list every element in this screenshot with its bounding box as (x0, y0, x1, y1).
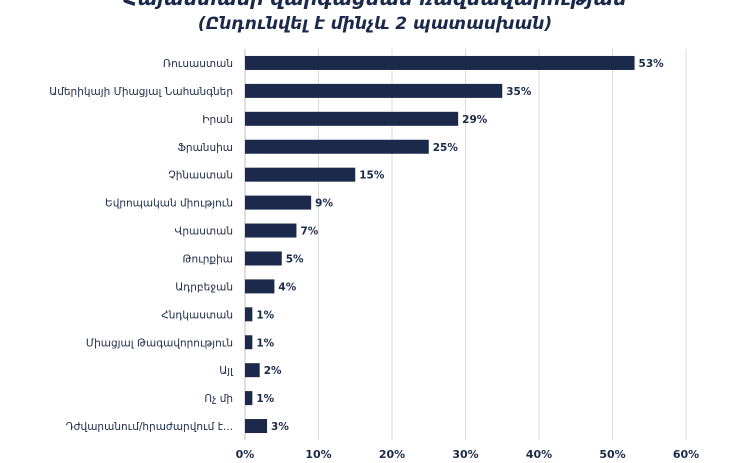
data-label: 35% (506, 86, 532, 98)
category-label: Դժվարանում/հրաժարվում է... (66, 421, 233, 433)
x-tick-label: 10% (305, 448, 331, 461)
bar (245, 55, 635, 70)
category-label: Ֆրանսիա (178, 142, 233, 154)
bar (245, 307, 253, 322)
data-label: 1% (256, 309, 274, 321)
data-label: 1% (256, 337, 274, 349)
chart-subtitle: (Ընդունվել է մինչև 2 պատասխան) (197, 14, 553, 34)
data-label: 29% (462, 114, 488, 126)
bar (245, 111, 459, 126)
category-label: Վրաստան (174, 226, 233, 238)
data-label: 9% (315, 198, 333, 210)
bar (245, 167, 356, 182)
data-label: 2% (264, 365, 282, 377)
data-label: 5% (286, 253, 304, 265)
category-label: Ռուսաստան (163, 58, 233, 70)
bar (245, 335, 253, 350)
category-label: Չինաստան (168, 170, 233, 182)
category-label: Միացյալ Թագավորություն (86, 337, 233, 349)
bar (245, 223, 297, 238)
data-label: 7% (300, 226, 318, 238)
category-label: Իրան (202, 114, 233, 126)
x-tick-label: 30% (452, 448, 478, 461)
x-tick-label: 0% (236, 448, 255, 461)
chart-title: Հայաստանի զարգացման ռազմավարության (0, 0, 750, 10)
bar (245, 195, 312, 210)
category-label: Թուրքիա (183, 253, 233, 265)
category-label: Ամերիկայի Միացյալ Նահանգներ (49, 86, 233, 98)
bar (245, 391, 253, 406)
data-label: 3% (271, 421, 289, 433)
bar (245, 83, 503, 98)
category-label: Եվրոպական միություն (105, 198, 233, 210)
bar (245, 139, 429, 154)
category-label: Ադրբեջան (175, 281, 233, 293)
bar (245, 251, 282, 266)
category-label: Այլ (219, 365, 234, 377)
category-label: Հնդկաստան (161, 309, 233, 321)
bar (245, 363, 260, 378)
x-tick-label: 20% (379, 448, 405, 461)
x-tick-label: 50% (599, 448, 625, 461)
category-label: Ոչ մի (204, 393, 233, 405)
bar (245, 279, 275, 294)
data-label: 15% (359, 170, 385, 182)
x-tick-label: 60% (673, 448, 699, 461)
data-label: 4% (278, 281, 296, 293)
bar (245, 419, 268, 434)
data-label: 25% (433, 142, 459, 154)
data-label: 53% (639, 58, 665, 70)
x-tick-label: 40% (526, 448, 552, 461)
data-label: 1% (256, 393, 274, 405)
